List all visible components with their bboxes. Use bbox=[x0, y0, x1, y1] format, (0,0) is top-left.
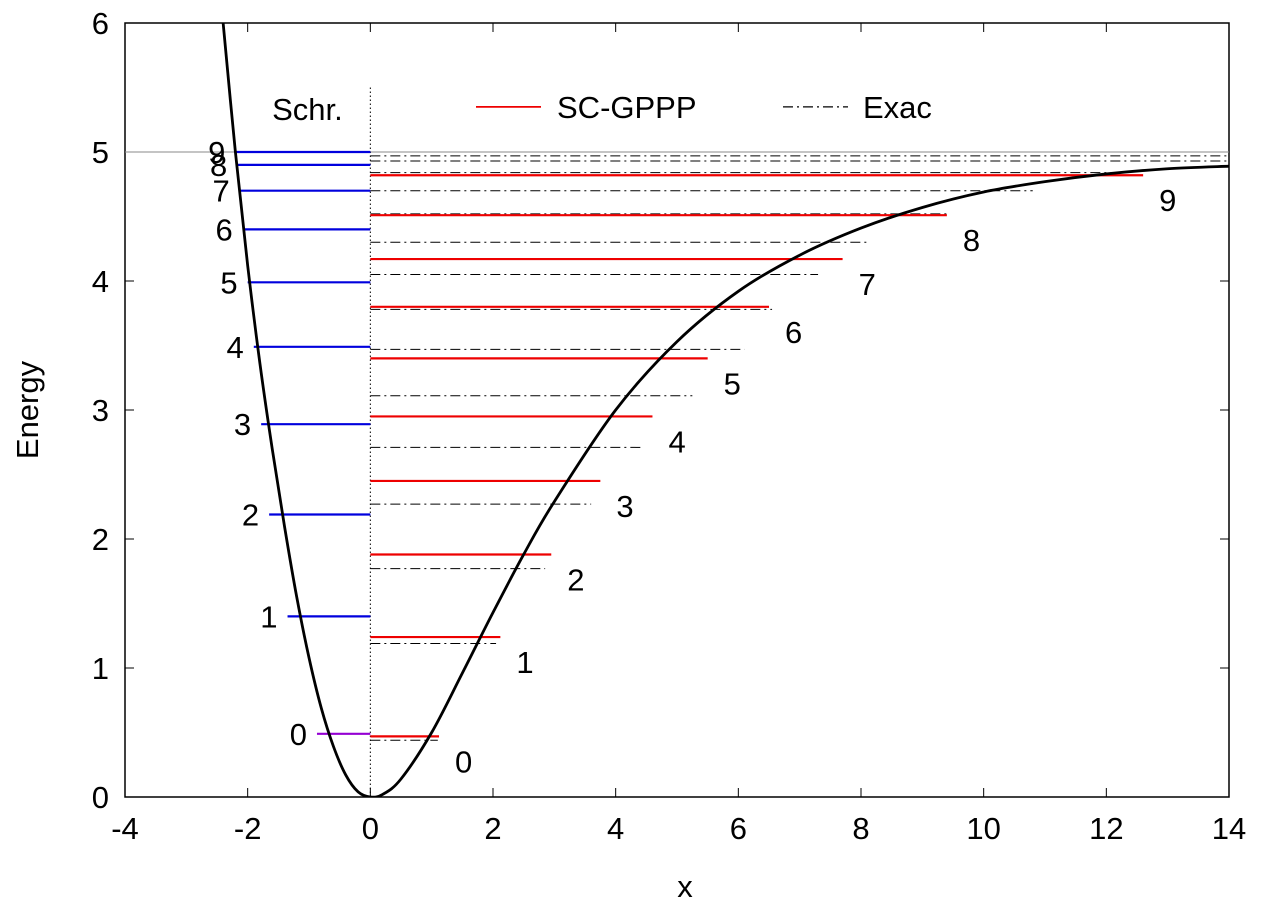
y-axis-title: Energy bbox=[10, 360, 45, 459]
x-tick-label: 12 bbox=[1089, 811, 1123, 846]
x-tick-label: 8 bbox=[852, 811, 869, 846]
scgppp-level-label: 0 bbox=[455, 744, 472, 779]
y-tick-label: 4 bbox=[92, 264, 109, 299]
scgppp-level-label: 1 bbox=[516, 645, 533, 680]
schr-level-label: 1 bbox=[260, 599, 277, 634]
x-tick-label: -2 bbox=[234, 811, 262, 846]
schr-level-label: 4 bbox=[227, 330, 244, 365]
schr-level-label: 2 bbox=[242, 497, 259, 532]
scgppp-level-label: 8 bbox=[963, 223, 980, 258]
schr-level-label: 5 bbox=[220, 265, 237, 300]
scgppp-level-label: 7 bbox=[859, 267, 876, 302]
potential-curve bbox=[221, 23, 1229, 797]
schr-level-label: 0 bbox=[290, 717, 307, 752]
y-tick-label: 3 bbox=[92, 393, 109, 428]
y-tick-label: 2 bbox=[92, 522, 109, 557]
y-tick-label: 5 bbox=[92, 135, 109, 170]
scgppp-level-label: 6 bbox=[785, 315, 802, 350]
x-tick-label: 4 bbox=[607, 811, 624, 846]
scgppp-level-label: 4 bbox=[668, 424, 685, 459]
x-tick-label: 10 bbox=[966, 811, 1000, 846]
legend-label-exac: Exac bbox=[863, 90, 932, 125]
x-axis-title: x bbox=[677, 869, 693, 904]
plot-frame bbox=[124, 22, 1230, 798]
schr-level-label: 7 bbox=[212, 174, 229, 209]
scgppp-level-label: 5 bbox=[724, 366, 741, 401]
legend-label-scgppp: SC-GPPP bbox=[557, 90, 697, 125]
schr-level-label: 3 bbox=[234, 407, 251, 442]
plot-area: -4 -2 0 2 4 6 8 10 12 140123456012345678901234567… bbox=[92, 6, 1246, 846]
y-tick-label: 1 bbox=[92, 651, 109, 686]
x-tick-label: 0 bbox=[362, 811, 379, 846]
scgppp-level-label: 9 bbox=[1159, 183, 1176, 218]
legend: SC-GPPP Exac bbox=[476, 90, 932, 125]
y-tick-label: 6 bbox=[92, 6, 109, 41]
x-tick-label: 6 bbox=[730, 811, 747, 846]
schr-section-label: Schr. bbox=[272, 92, 343, 127]
scgppp-level-label: 2 bbox=[567, 562, 584, 597]
schr-level-label: 8 bbox=[210, 148, 227, 183]
schr-level-label: 9 bbox=[208, 135, 225, 170]
x-tick-label: 14 bbox=[1212, 811, 1246, 846]
scgppp-level-label: 3 bbox=[616, 489, 633, 524]
x-tick-label: 2 bbox=[484, 811, 501, 846]
y-tick-label: 0 bbox=[92, 780, 109, 815]
x-tick-label: -4 bbox=[111, 811, 139, 846]
schr-level-label: 6 bbox=[216, 212, 233, 247]
